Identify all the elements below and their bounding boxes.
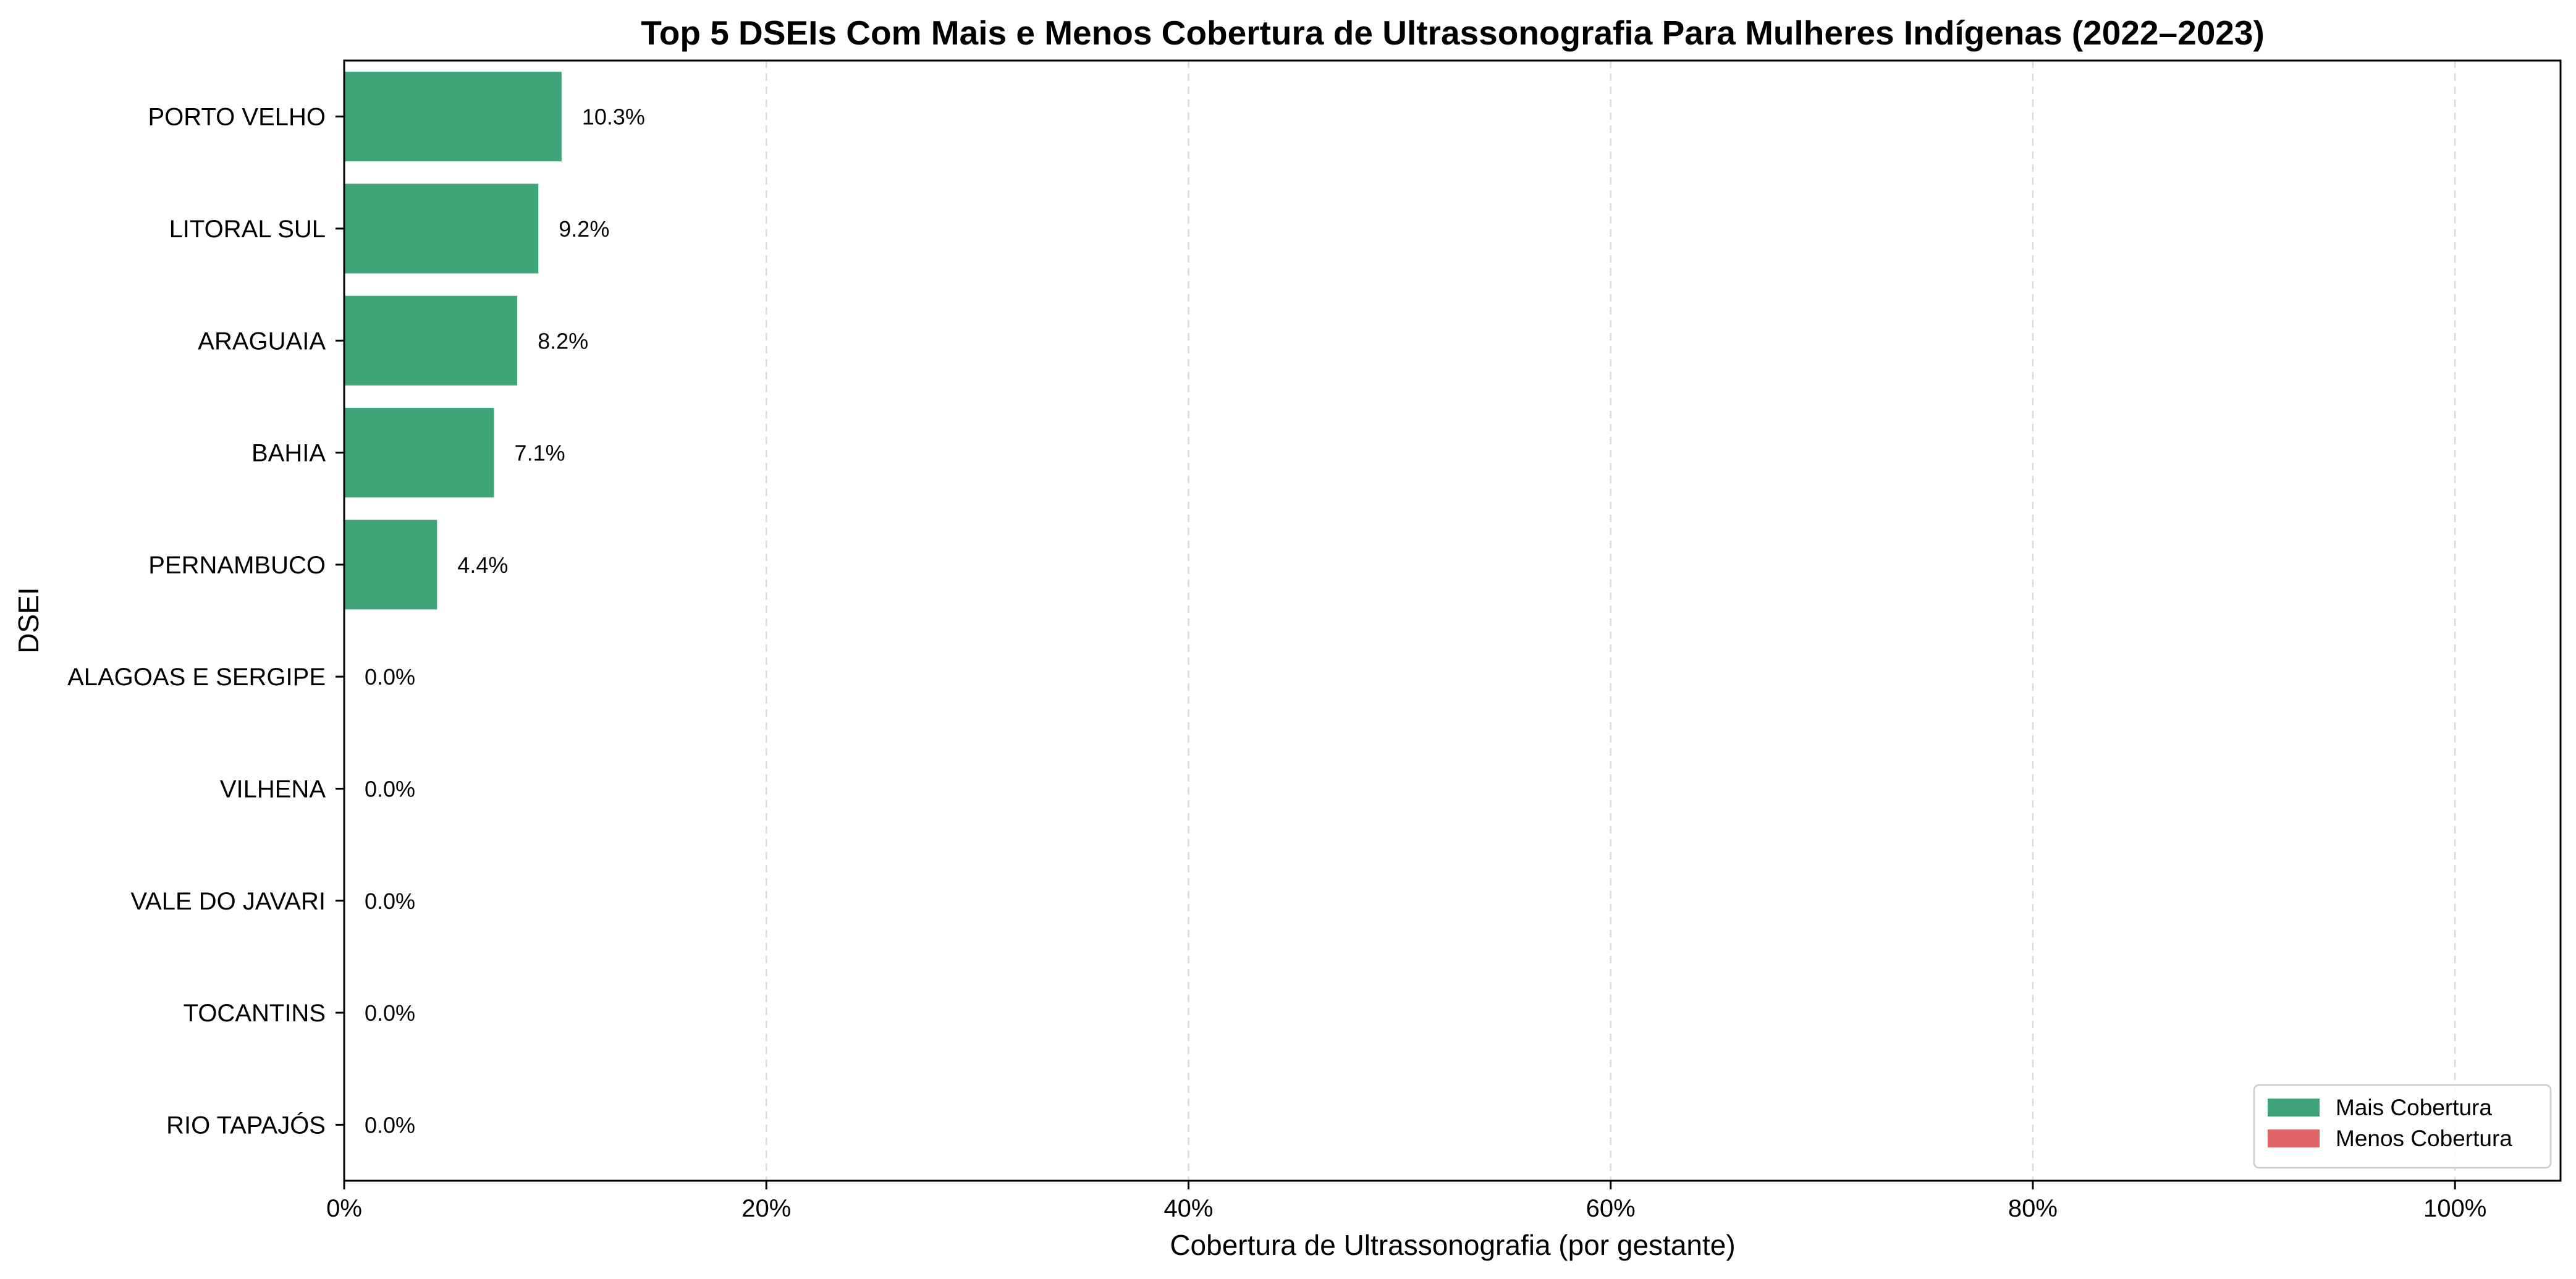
bar [344,184,539,274]
y-tick-label: PERNAMBUCO [148,552,326,579]
data-label: 0.0% [365,1000,415,1026]
legend-swatch [2268,1099,2320,1116]
y-axis: PORTO VELHO LITORAL SUL ARAGUAIA BAHIA PERNA… [67,104,344,1139]
legend-frame [2253,1084,2552,1169]
x-tick-label: 40% [1163,1195,1213,1222]
y-tick-label: RIO TAPAJÓS [166,1111,326,1139]
bar [344,520,437,610]
data-label: 0.0% [365,664,415,690]
chart-title: Top 5 DSEIs Com Mais e Menos Cobertura d… [641,14,2265,52]
y-tick-label: PORTO VELHO [148,104,326,131]
y-tick-label: ALAGOAS E SERGIPE [67,664,326,691]
bar [344,72,562,162]
legend-swatch [2268,1129,2320,1147]
y-tick-label: BAHIA [251,440,326,467]
bar [344,408,494,498]
data-label: 4.4% [457,552,508,578]
data-label: 7.1% [515,441,565,466]
legend-label: Menos Cobertura [2336,1126,2512,1151]
x-tick-label: 20% [741,1195,791,1222]
label-layer: 10.3% 9.2% 8.2% 7.1% 4.4% 0.0% 0.0% 0.0% 0.0% 0.0… [365,104,645,1138]
data-label: 9.2% [559,216,609,242]
y-tick-label: TOCANTINS [184,1000,326,1027]
data-label: 0.0% [365,889,415,914]
x-tick-label: 100% [2423,1195,2486,1222]
legend: Mais Cobertura Menos Cobertura [2253,1084,2552,1169]
grid-layer [765,61,2456,1181]
x-tick-label: 0% [326,1195,362,1222]
data-label: 8.2% [538,328,588,353]
data-label: 10.3% [582,104,645,130]
y-tick-label: LITORAL SUL [169,216,326,243]
x-tick-label: 60% [1586,1195,1636,1222]
legend-label: Mais Cobertura [2336,1095,2492,1120]
plot-frame [343,59,2562,1182]
data-label: 0.0% [365,1112,415,1138]
y-tick-label: ARAGUAIA [198,327,326,355]
bar [344,295,518,386]
y-axis-label: DSEI [12,587,44,653]
x-axis-label: Cobertura de Ultrassonografia (por gesta… [1170,1229,1735,1261]
x-tick-label: 80% [2008,1195,2058,1222]
x-axis: 0% 20% 40% 60% 80% 100% [326,1181,2486,1222]
y-tick-label: VILHENA [220,775,326,803]
y-tick-label: VALE DO JAVARI [130,888,326,915]
bar-layer [344,72,562,610]
data-label: 0.0% [365,776,415,801]
